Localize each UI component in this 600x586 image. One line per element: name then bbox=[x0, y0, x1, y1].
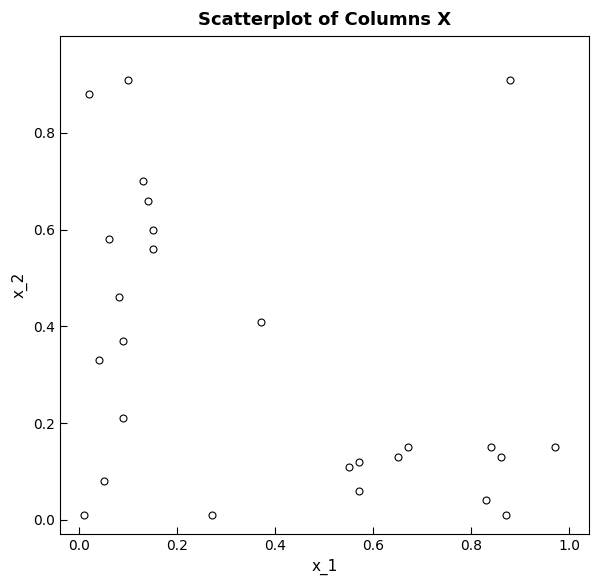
Point bbox=[119, 336, 128, 346]
Point bbox=[501, 510, 511, 520]
Point bbox=[114, 292, 124, 302]
X-axis label: x_1: x_1 bbox=[311, 558, 337, 575]
Point bbox=[393, 452, 403, 462]
Point bbox=[148, 225, 158, 234]
Point bbox=[104, 234, 113, 244]
Point bbox=[99, 476, 109, 486]
Point bbox=[354, 486, 364, 495]
Point bbox=[148, 244, 158, 254]
Point bbox=[79, 510, 89, 520]
Point bbox=[207, 510, 217, 520]
Point bbox=[550, 442, 559, 452]
Point bbox=[354, 457, 364, 466]
Point bbox=[486, 442, 496, 452]
Point bbox=[119, 414, 128, 423]
Point bbox=[85, 90, 94, 99]
Point bbox=[94, 356, 104, 365]
Point bbox=[506, 75, 515, 84]
Point bbox=[256, 317, 265, 326]
Point bbox=[496, 452, 505, 462]
Title: Scatterplot of Columns X: Scatterplot of Columns X bbox=[198, 11, 451, 29]
Point bbox=[138, 176, 148, 186]
Point bbox=[344, 462, 353, 471]
Point bbox=[143, 196, 153, 205]
Point bbox=[481, 496, 491, 505]
Point bbox=[403, 442, 412, 452]
Point bbox=[124, 75, 133, 84]
Y-axis label: x_2: x_2 bbox=[11, 272, 28, 298]
